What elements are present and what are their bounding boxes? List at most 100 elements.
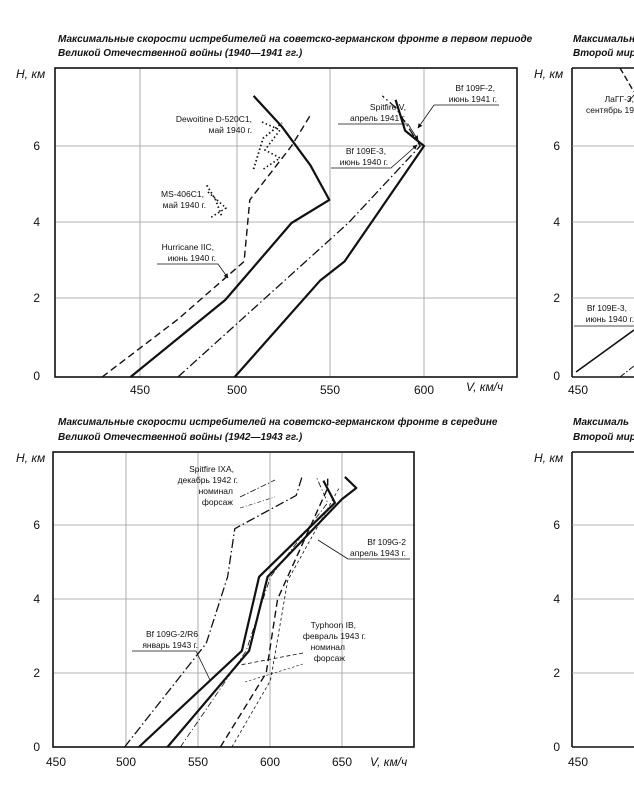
chart-1-grid — [55, 68, 517, 377]
chart-2-series-line-5 — [219, 476, 329, 747]
chart-2-series-line-1 — [166, 476, 358, 747]
chart-2-label-typhoon-line-2: февраль 1943 г. — [303, 631, 366, 641]
chart-2-leader-spitfire-boost — [239, 496, 276, 509]
right-top-title-line-1: Максимальн — [573, 34, 634, 45]
chart-1-x-tick: 600 — [414, 383, 434, 397]
chart-1-title-line-1: Максимальные скорости истребителей на со… — [58, 33, 533, 45]
chart-2-y-axis-label: H, км — [16, 451, 45, 465]
chart-2-x-tick: 450 — [46, 755, 66, 769]
chart-2-label-bf109g2-line-1: Bf 109G-2 — [367, 537, 406, 547]
chart-2-grid — [53, 452, 414, 747]
chart-2-series-layer — [124, 476, 358, 747]
chart-1-plot-frame — [54, 67, 518, 378]
chart-1-label-ms406-line-1: MS-406C1, — [161, 189, 204, 199]
chart-1-series-line-3 — [129, 95, 331, 377]
chart-2-series-line-4 — [180, 476, 329, 747]
chart-1-leader-bf109f2 — [418, 104, 499, 128]
chart-2-label-spitfire-ixa-boost: форсаж — [202, 497, 233, 507]
chart-1-title-line-2: Великой Отечественной войны (1940—1941 г… — [58, 48, 303, 59]
chart-1-pointer-d520 — [261, 121, 282, 171]
chart-2-label-bf109g2-line-2: апрель 1943 г. — [350, 548, 406, 558]
chart-1-label-bf109f2-line-2: июнь 1941 г. — [449, 94, 497, 104]
chart-2-title-line-2: Великой Отечественной войны (1942—1943 г… — [58, 432, 303, 443]
right-bottom-y-axis-label: H, км — [534, 451, 563, 465]
chart-1-y-tick: 4 — [33, 215, 40, 229]
chart-1-series-line-5 — [205, 184, 223, 216]
chart-1-x-tick: 500 — [227, 383, 247, 397]
chart-2-label-typhoon-line-1: Typhoon IB, — [311, 620, 356, 630]
chart-2-x-tick: 650 — [332, 755, 352, 769]
chart-1-label-d520-line-2: май 1940 г. — [209, 125, 252, 135]
chart-2-y-tick: 0 — [33, 740, 40, 754]
chart-2-leader-typhoon-boost — [244, 663, 304, 683]
chart-2-label-bf109g2r6-line-1: Bf 109G-2/R6 — [146, 629, 198, 639]
right-bottom-y-tick: 0 — [553, 740, 560, 754]
right-top-label-lagg3-line-1: ЛаГГ-3, — [605, 94, 634, 104]
chart-2: Максимальные скорости истребителей на со… — [16, 416, 498, 769]
chart-1-label-hurricane-line-2: июнь 1940 г. — [168, 253, 216, 263]
chart-1-label-spitfire-v-line-2: апрель 1941 г. — [350, 113, 406, 123]
right-top-label-lagg3-line-2: сентябрь 19 — [586, 105, 634, 115]
right-partial-top-chart: Максимальн Второй миро H, км 0 2 4 6 450… — [534, 34, 634, 397]
chart-2-label-bf109g2r6-line-2: январь 1943 г. — [142, 640, 198, 650]
chart-1-x-axis-label: V, км/ч — [466, 380, 503, 394]
right-bottom-y-tick: 4 — [553, 592, 560, 606]
chart-1-leader-hurricane — [157, 263, 229, 279]
chart-1-label-bf109e3-line-1: Bf 109E-3, — [346, 146, 386, 156]
right-bottom-title-line-1: Максималь — [573, 417, 629, 428]
chart-1-series-line-4 — [101, 114, 311, 377]
chart-1-y-tick: 6 — [33, 139, 40, 153]
chart-2-title-line-1: Максимальные скорости истребителей на со… — [58, 416, 498, 428]
chart-1-label-bf109e3-line-2: июнь 1940 г. — [340, 157, 388, 167]
chart-2-x-axis-label: V, км/ч — [370, 755, 407, 769]
right-top-label-bf109e3-line-1: Bf 109E-3, — [587, 303, 627, 313]
chart-1-label-spitfire-v-line-1: Spitfire V, — [370, 102, 406, 112]
chart-2-leader-typhoon-nominal — [239, 652, 304, 666]
chart-1-label-bf109f2-line-1: Bf 109F-2, — [455, 83, 495, 93]
chart-1-y-axis-label: H, км — [16, 67, 45, 81]
chart-1-series-line-1 — [233, 99, 426, 377]
chart-1-pointer-ms406 — [207, 191, 228, 219]
right-bottom-x-tick: 450 — [568, 755, 588, 769]
chart-2-label-spitfire-ixa-nominal: номинал — [199, 486, 233, 496]
chart-2-series-line-2 — [138, 480, 336, 747]
right-top-y-axis-label: H, км — [534, 67, 563, 81]
chart-2-label-spitfire-ixa-line-2: декабрь 1942 г. — [178, 475, 238, 485]
right-top-title-line-2: Второй миро — [573, 48, 634, 59]
chart-2-leader-bf109g2r6 — [132, 650, 211, 681]
chart-2-leader-bf109g2 — [317, 539, 410, 560]
right-top-y-tick: 0 — [553, 369, 560, 383]
right-bottom-y-tick: 6 — [553, 518, 560, 532]
chart-2-leader-spitfire-nominal — [239, 479, 276, 498]
right-top-x-tick: 450 — [568, 383, 588, 397]
chart-2-y-tick: 4 — [33, 592, 40, 606]
right-partial-bottom-chart: Максималь Второй миро H, км 0 2 4 6 450 — [534, 417, 634, 769]
chart-1-label-hurricane-line-1: Hurricane IIC, — [162, 242, 214, 252]
chart-1-leader-bf109e3 — [331, 144, 418, 169]
chart-2-label-typhoon-nominal: номинал — [311, 642, 345, 652]
chart-2-plot-frame — [52, 451, 415, 748]
chart-2-x-tick: 500 — [116, 755, 136, 769]
chart-1-series-line-2 — [177, 95, 421, 377]
chart-2-y-tick: 2 — [33, 666, 40, 680]
chart-2-label-typhoon-boost: форсаж — [314, 653, 345, 663]
right-bottom-title-line-2: Второй миро — [573, 432, 634, 443]
chart-1-series-line-6 — [252, 122, 283, 170]
chart-1-label-d520-line-1: Dewoitine D-520C1, — [176, 114, 252, 124]
right-top-y-tick: 2 — [553, 291, 560, 305]
chart-1-leader-spitfire-v — [338, 123, 419, 141]
chart-1-series-layer — [101, 95, 426, 377]
chart-2-y-tick: 6 — [33, 518, 40, 532]
chart-1: Максимальные скорости истребителей на со… — [16, 33, 533, 397]
chart-2-series-line-6 — [231, 487, 340, 747]
chart-1-y-tick: 0 — [33, 369, 40, 383]
right-top-y-tick: 6 — [553, 139, 560, 153]
chart-1-y-tick: 2 — [33, 291, 40, 305]
right-top-y-tick: 4 — [553, 215, 560, 229]
chart-1-label-ms406-line-2: май 1940 г. — [163, 200, 206, 210]
right-bottom-y-tick: 2 — [553, 666, 560, 680]
right-top-label-bf109e3-line-2: июнь 1940 г. — [586, 314, 634, 324]
chart-2-x-tick: 600 — [260, 755, 280, 769]
chart-2-x-tick: 550 — [188, 755, 208, 769]
